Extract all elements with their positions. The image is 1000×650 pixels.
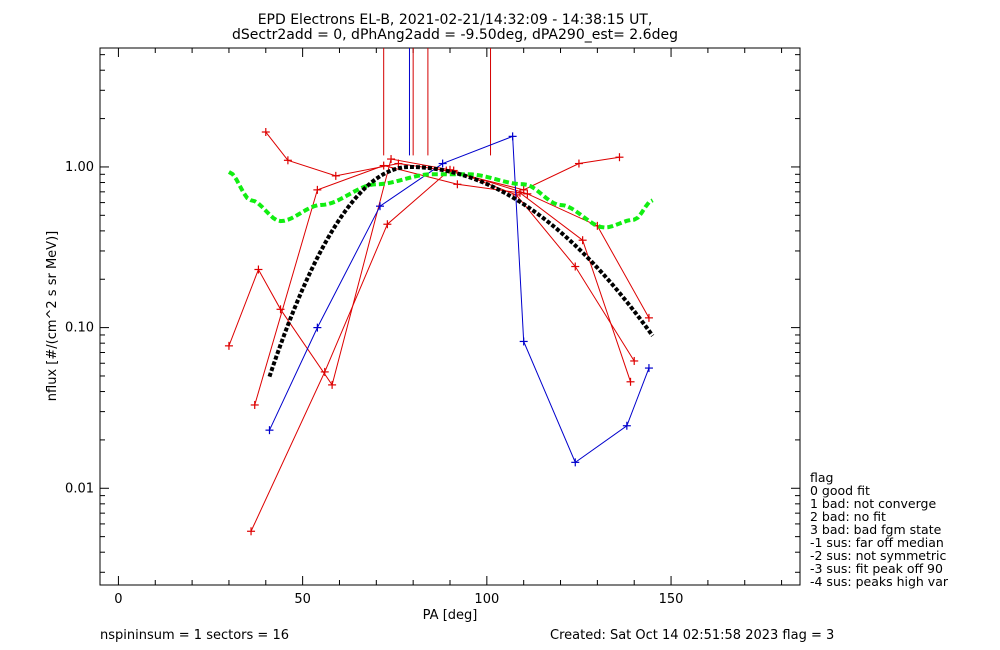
red-series-point — [571, 262, 580, 271]
red-series-point — [574, 159, 583, 168]
red-series-line — [254, 165, 631, 406]
blue-series-point — [438, 159, 447, 168]
footer-right: Created: Sat Oct 14 02:51:58 2023 flag =… — [550, 628, 834, 643]
plot-frame — [99, 47, 801, 586]
red-series-point — [630, 356, 639, 365]
red-series-point — [394, 159, 403, 168]
red-series-point — [578, 236, 587, 245]
x-tick-label: 0 — [114, 592, 122, 607]
blue-series-point — [622, 421, 631, 430]
fit-curve-line — [267, 164, 655, 378]
axis-ticks — [100, 48, 800, 585]
legend-entry: flag — [810, 470, 833, 485]
median-curve — [227, 170, 654, 230]
red-series-point — [644, 313, 653, 322]
blue-series-point — [571, 458, 580, 467]
footer-left: nspininsum = 1 sectors = 16 — [100, 628, 289, 643]
red-series-point — [261, 128, 270, 137]
red-series-point — [453, 180, 462, 189]
y-tick-label: 1.00 — [65, 160, 94, 175]
median-curve-line — [227, 170, 654, 230]
legend-entry: 2 bad: no fit — [810, 509, 886, 524]
chart-title-line1: EPD Electrons EL-B, 2021-02-21/14:32:09 … — [258, 12, 653, 28]
blue-series-point — [644, 364, 653, 373]
red-series-point — [254, 265, 263, 274]
blue-series-point — [508, 132, 517, 141]
legend-entry: -1 sus: far off median — [810, 535, 944, 550]
flag-legend: flag 0 good fit 1 bad: not converge 2 ba… — [810, 470, 949, 589]
fit-curve — [267, 164, 655, 378]
legend-entry: -2 sus: not symmetric — [810, 548, 946, 563]
red-series-point — [383, 220, 392, 229]
red-series-point — [615, 153, 624, 162]
red-series-point — [313, 185, 322, 194]
red-series-point — [387, 155, 396, 164]
red-series-point — [283, 156, 292, 165]
red-series-point — [250, 400, 259, 409]
blue-series-point — [265, 426, 274, 435]
y-axis-label: nflux [#/(cm^2 s sr MeV)] — [45, 231, 60, 401]
legend-entry: -4 sus: peaks high var — [810, 574, 949, 589]
red-data-series — [224, 128, 653, 536]
x-tick-label: 100 — [474, 592, 499, 607]
blue-series-line — [269, 135, 650, 464]
red-series-point — [320, 367, 329, 376]
x-tick-label: 150 — [659, 592, 684, 607]
red-series-point — [626, 377, 635, 386]
y-tick-label: 0.10 — [65, 321, 94, 336]
red-series-point — [247, 527, 256, 536]
blue-data-series — [265, 132, 653, 467]
x-tick-label: 50 — [294, 592, 311, 607]
legend-entry: 1 bad: not converge — [810, 496, 936, 511]
legend-entry: 0 good fit — [810, 483, 870, 498]
vertical-markers — [383, 48, 492, 156]
legend-entry: 3 bad: bad fgm state — [810, 522, 942, 537]
red-series-point — [328, 380, 337, 389]
blue-series-point — [376, 202, 384, 211]
chart-title-line2: dSectr2add = 0, dPhAng2add = -9.50deg, d… — [232, 27, 678, 43]
blue-series-point — [313, 323, 322, 332]
red-series-point — [379, 161, 388, 170]
legend-entry: -3 sus: fit peak off 90 — [810, 561, 943, 576]
red-series-point — [276, 305, 285, 314]
y-tick-label: 0.01 — [65, 481, 94, 496]
red-series-line — [250, 169, 650, 532]
x-axis-label: PA [deg] — [423, 608, 478, 623]
red-series-point — [224, 341, 233, 350]
tick-labels: 0 50 100 150 0.01 0.10 1.00 — [65, 160, 683, 607]
red-series-point — [331, 171, 340, 180]
blue-series-point — [519, 337, 528, 346]
red-series-point — [523, 189, 532, 198]
red-series-line — [228, 158, 635, 387]
